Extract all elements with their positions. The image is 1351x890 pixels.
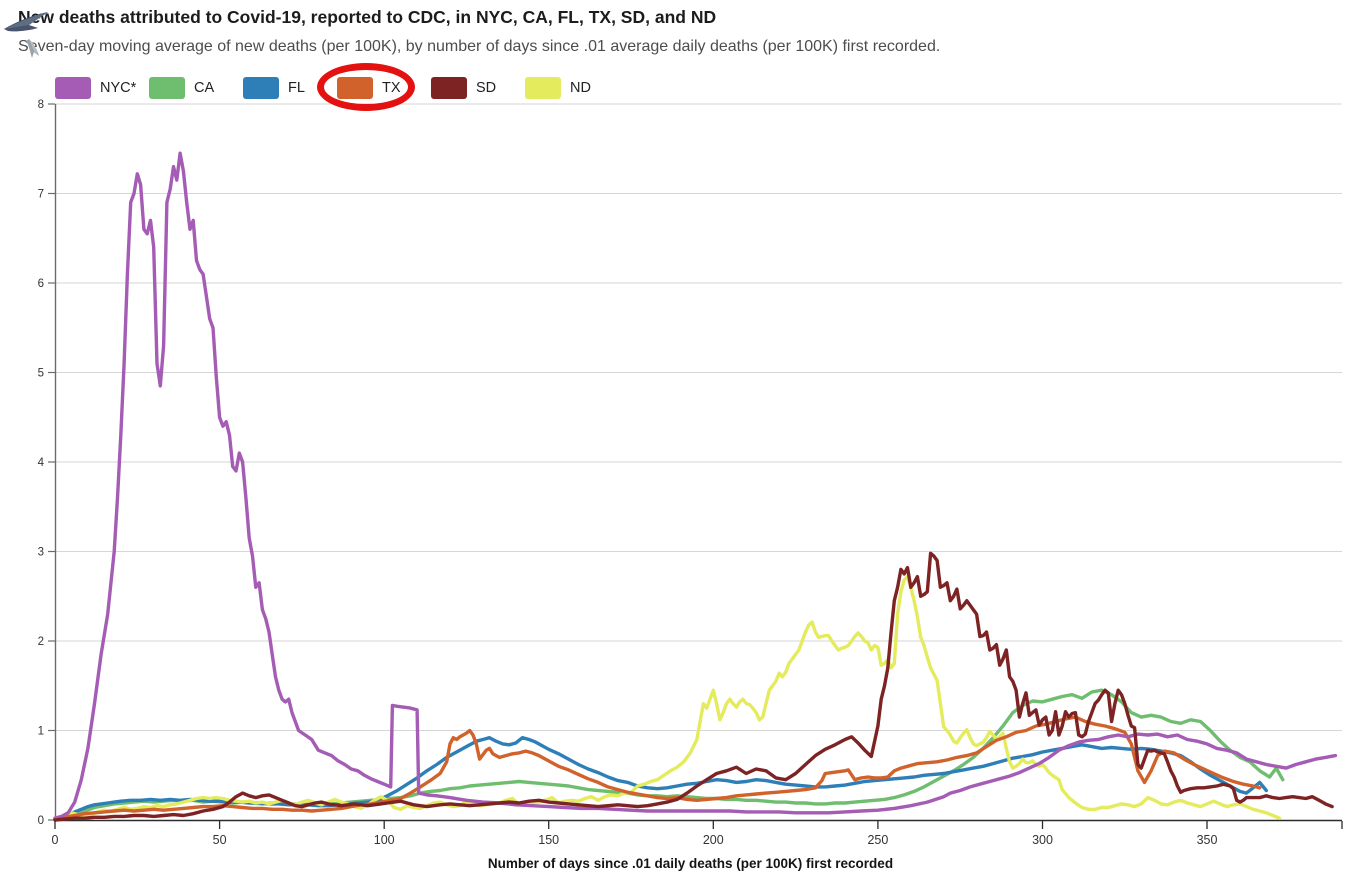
legend-swatch-nd bbox=[525, 77, 561, 99]
svg-text:2: 2 bbox=[38, 636, 44, 648]
x-axis-title: Number of days since .01 daily deaths (p… bbox=[488, 856, 893, 871]
svg-text:100: 100 bbox=[374, 833, 395, 847]
series-line-nd bbox=[53, 574, 1282, 820]
cursor-doodle-icon bbox=[4, 12, 48, 58]
legend-item-ca: CA bbox=[149, 77, 243, 99]
svg-text:1: 1 bbox=[38, 726, 44, 738]
page-subtitle: Seven-day moving average of new deaths (… bbox=[18, 38, 941, 55]
legend-item-sd: SD bbox=[431, 77, 525, 99]
legend-label-nyc: NYC* bbox=[100, 80, 137, 96]
svg-text:250: 250 bbox=[867, 833, 888, 847]
svg-text:350: 350 bbox=[1197, 833, 1218, 847]
legend-swatch-fl bbox=[243, 77, 279, 99]
svg-text:3: 3 bbox=[38, 547, 44, 559]
legend-swatch-ca bbox=[149, 77, 185, 99]
y-gridlines bbox=[55, 103, 1342, 731]
legend-label-sd: SD bbox=[476, 80, 497, 96]
svg-text:8: 8 bbox=[38, 99, 44, 111]
page-title: New deaths attributed to Covid-19, repor… bbox=[18, 7, 717, 27]
series-line-sd bbox=[53, 551, 1334, 822]
svg-text:50: 50 bbox=[213, 833, 227, 847]
x-axis: 0 50 100 150 200 250 300 350 bbox=[52, 819, 1343, 847]
legend-label-fl: FL bbox=[288, 80, 305, 96]
legend-swatch-nyc bbox=[55, 77, 91, 99]
svg-text:150: 150 bbox=[538, 833, 559, 847]
legend-item-nyc: NYC* bbox=[55, 77, 149, 99]
legend-label-ca: CA bbox=[194, 80, 215, 96]
svg-text:5: 5 bbox=[38, 368, 44, 380]
svg-text:0: 0 bbox=[38, 815, 44, 827]
legend-item-nd: ND bbox=[525, 77, 619, 99]
tx-highlight-ellipse bbox=[317, 63, 415, 111]
legend-item-fl: FL bbox=[243, 77, 337, 99]
svg-text:0: 0 bbox=[52, 833, 59, 847]
svg-text:4: 4 bbox=[38, 457, 45, 469]
svg-text:7: 7 bbox=[38, 189, 44, 201]
series-line-nyc bbox=[53, 151, 1338, 820]
svg-text:300: 300 bbox=[1032, 833, 1053, 847]
legend-label-nd: ND bbox=[570, 80, 591, 96]
legend-swatch-sd bbox=[431, 77, 467, 99]
series-lines bbox=[53, 151, 1338, 822]
svg-text:200: 200 bbox=[703, 833, 724, 847]
y-axis: 0 1 2 3 4 5 6 7 8 bbox=[38, 99, 57, 827]
svg-text:6: 6 bbox=[38, 278, 44, 290]
